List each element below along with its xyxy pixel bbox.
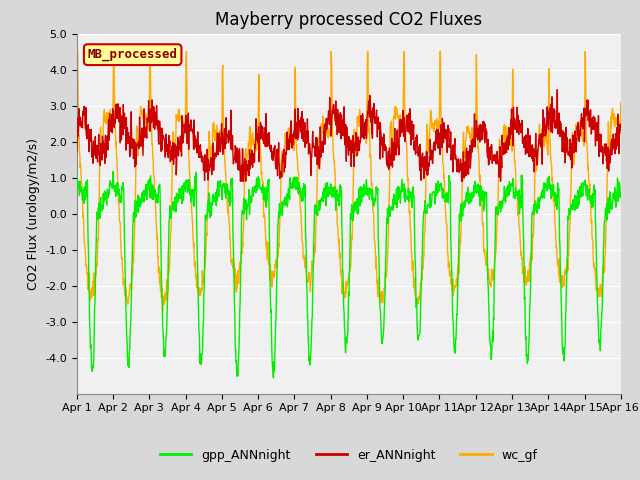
er_ANNnight [554, 87, 561, 93]
wc_gf [505, 141, 513, 147]
gpp_ANNnight [109, 168, 117, 174]
gpp_ANNnight [195, 291, 202, 297]
wc_gf [74, 48, 81, 54]
er_ANNnight [617, 127, 625, 133]
gpp_ANNnight [434, 190, 442, 195]
Text: MB_processed: MB_processed [88, 48, 178, 61]
er_ANNnight [505, 125, 513, 131]
er_ANNnight [255, 159, 263, 165]
er_ANNnight [180, 124, 188, 130]
wc_gf [73, 105, 81, 110]
Line: er_ANNnight: er_ANNnight [77, 90, 621, 181]
Y-axis label: CO2 Flux (urology/m2/s): CO2 Flux (urology/m2/s) [27, 138, 40, 289]
er_ANNnight [434, 135, 442, 141]
Line: gpp_ANNnight: gpp_ANNnight [77, 171, 621, 378]
er_ANNnight [553, 122, 561, 128]
gpp_ANNnight [73, 169, 81, 175]
gpp_ANNnight [181, 180, 189, 186]
gpp_ANNnight [269, 375, 277, 381]
gpp_ANNnight [617, 191, 625, 197]
er_ANNnight [73, 148, 81, 154]
gpp_ANNnight [553, 206, 561, 212]
wc_gf [195, 285, 202, 290]
gpp_ANNnight [255, 182, 263, 188]
er_ANNnight [237, 178, 244, 184]
er_ANNnight [194, 129, 202, 135]
Line: wc_gf: wc_gf [77, 51, 621, 312]
wc_gf [182, 116, 189, 121]
wc_gf [434, 131, 442, 137]
wc_gf [617, 100, 625, 106]
Legend: gpp_ANNnight, er_ANNnight, wc_gf: gpp_ANNnight, er_ANNnight, wc_gf [155, 444, 543, 467]
wc_gf [255, 125, 263, 131]
Title: Mayberry processed CO2 Fluxes: Mayberry processed CO2 Fluxes [215, 11, 483, 29]
wc_gf [159, 309, 166, 314]
wc_gf [553, 250, 561, 256]
gpp_ANNnight [505, 192, 513, 198]
